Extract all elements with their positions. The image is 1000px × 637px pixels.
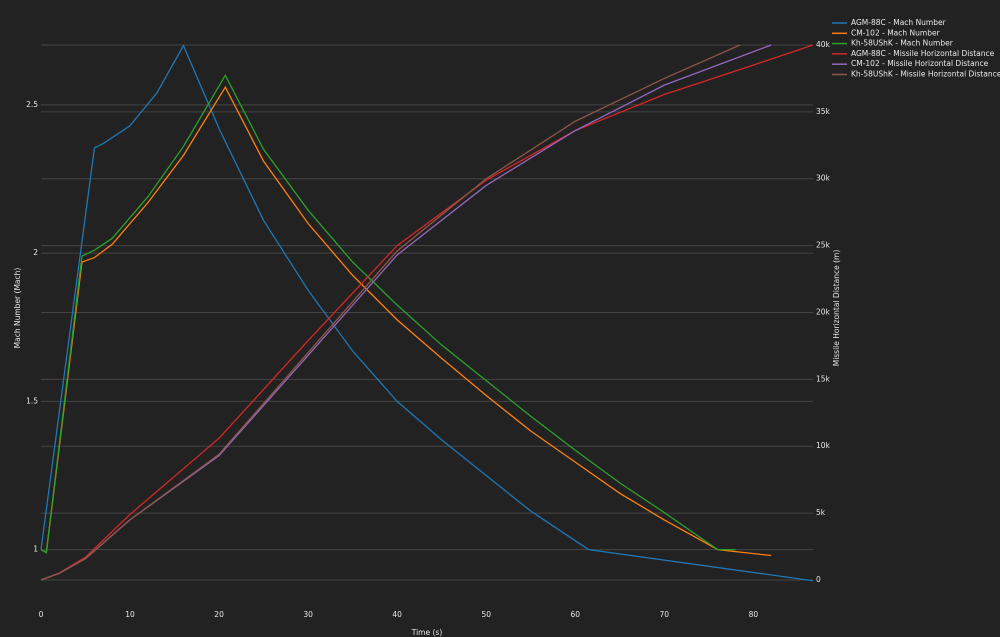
x-tick-label: 0 bbox=[39, 610, 44, 619]
x-tick-label: 70 bbox=[660, 610, 670, 619]
y2-tick-label: 0 bbox=[816, 575, 821, 584]
series-line bbox=[40, 44, 814, 581]
y2-tick-label: 30k bbox=[816, 174, 831, 183]
series-line bbox=[40, 44, 741, 581]
x-axis-title: Time (s) bbox=[411, 628, 443, 637]
series-line bbox=[40, 73, 736, 554]
y2-tick-label: 25k bbox=[816, 241, 831, 250]
legend-label: Kh-58UShK - Missile Horizontal Distance bbox=[851, 70, 1000, 79]
series-line bbox=[40, 85, 772, 557]
y2-tick-label: 5k bbox=[816, 508, 826, 517]
y2-tick-label: 15k bbox=[816, 374, 831, 383]
legend-label: Kh-58UShK - Mach Number bbox=[851, 39, 954, 48]
y2-axis-title: Missile Horizontal Distance (m) bbox=[832, 250, 841, 367]
legend-label: AGM-88C - Mach Number bbox=[851, 18, 947, 27]
x-tick-label: 10 bbox=[125, 610, 135, 619]
x-tick-label: 40 bbox=[392, 610, 402, 619]
y-tick-label: 2.5 bbox=[26, 100, 38, 109]
legend-label: CM-102 - Missile Horizontal Distance bbox=[851, 59, 989, 68]
x-tick-label: 60 bbox=[570, 610, 580, 619]
y2-tick-label: 35k bbox=[816, 107, 831, 116]
series-line bbox=[40, 44, 814, 582]
x-tick-label: 20 bbox=[214, 610, 224, 619]
y-tick-label: 1 bbox=[33, 545, 38, 554]
x-tick-label: 50 bbox=[481, 610, 491, 619]
x-tick-label: 80 bbox=[749, 610, 759, 619]
y-axis-title: Mach Number (Mach) bbox=[13, 268, 22, 349]
legend-label: CM-102 - Mach Number bbox=[851, 28, 941, 37]
legend-label: AGM-88C - Missile Horizontal Distance bbox=[851, 49, 995, 58]
y-tick-label: 2 bbox=[33, 248, 38, 257]
y2-tick-label: 10k bbox=[816, 441, 831, 450]
y2-tick-label: 40k bbox=[816, 40, 831, 49]
x-tick-label: 30 bbox=[303, 610, 313, 619]
y2-tick-label: 20k bbox=[816, 307, 831, 316]
y-tick-label: 1.5 bbox=[26, 396, 38, 405]
